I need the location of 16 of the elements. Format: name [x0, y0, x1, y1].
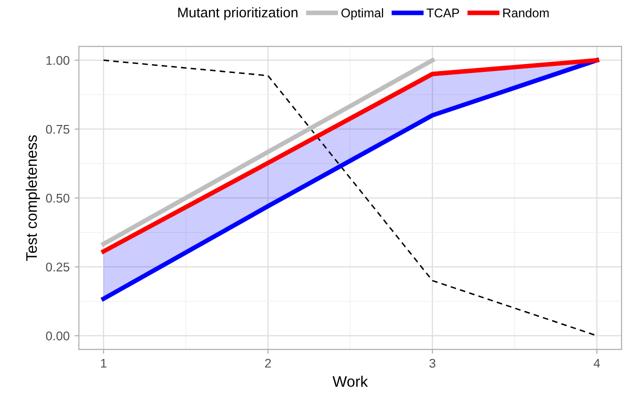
- x-tick-label: 3: [429, 358, 436, 368]
- x-tick-label: 1: [101, 358, 106, 368]
- y-tick-label: 1.00: [46, 56, 70, 65]
- line-series: [101, 58, 600, 254]
- legend-title: Mutant prioritization: [178, 7, 298, 20]
- x-tick-label: 4: [594, 358, 600, 368]
- y-tick-label: 0.50: [46, 194, 70, 203]
- legend-label: Optimal: [341, 8, 384, 20]
- y-tick-label: 0.00: [46, 331, 70, 340]
- y-axis-title: Test completeness: [26, 135, 40, 261]
- y-tick-label: 0.75: [46, 124, 70, 134]
- y-tick-label: 0.25: [46, 262, 70, 272]
- legend-label: TCAP: [426, 8, 460, 18]
- x-axis-title: Work: [332, 376, 368, 387]
- legend-label: Random: [503, 8, 549, 18]
- x-tick-label: 2: [265, 358, 271, 368]
